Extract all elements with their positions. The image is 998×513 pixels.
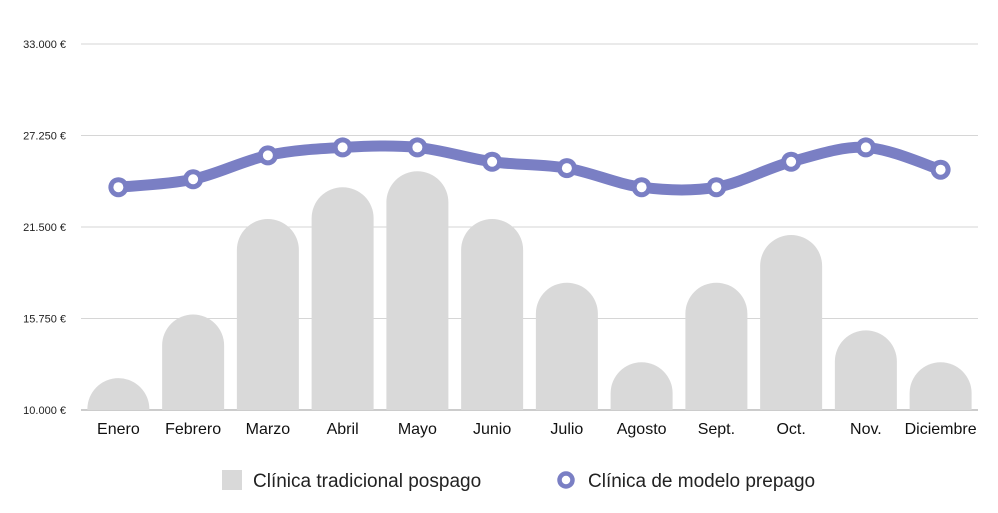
bar [834, 330, 897, 410]
legend-label-bar: Clínica tradicional pospago [253, 471, 481, 492]
series-line [112, 140, 947, 196]
bar [87, 378, 150, 410]
data-point [636, 182, 647, 193]
legend-label-line: Clínica de modelo prepago [588, 471, 815, 492]
bar [162, 314, 225, 410]
bar [311, 187, 374, 410]
data-point [113, 182, 124, 193]
bar [236, 219, 299, 410]
x-tick-label: Oct. [776, 421, 805, 438]
data-point [860, 142, 871, 153]
x-axis-labels: Enero Febrero Marzo Abril Mayo Junio Julio Agos… [97, 421, 977, 438]
x-tick-label: Junio [473, 421, 511, 438]
data-point [412, 142, 423, 153]
data-point [711, 182, 722, 193]
bar [461, 219, 524, 410]
data-point [487, 156, 498, 167]
x-tick-label: Julio [550, 421, 583, 438]
x-tick-label: Abril [327, 421, 359, 438]
y-tick-label: 27.250 € [23, 131, 66, 143]
x-tick-label: Nov. [850, 421, 882, 438]
bar [909, 362, 972, 410]
data-point [337, 142, 348, 153]
legend-swatch-bar [222, 470, 242, 490]
data-point [188, 174, 199, 185]
bar [386, 171, 449, 410]
grid-lines [81, 43, 978, 411]
legend-swatch-line [557, 471, 575, 489]
y-tick-label: 21.500 € [23, 222, 66, 234]
y-tick-label: 10.000 € [23, 405, 66, 417]
data-point [786, 156, 797, 167]
x-tick-label: Agosto [617, 421, 667, 438]
data-point [561, 163, 572, 174]
bar [535, 282, 598, 410]
x-tick-label: Enero [97, 421, 140, 438]
line-series [108, 137, 951, 198]
legend: Clínica tradicional pospago Clínica de m… [222, 470, 815, 492]
x-tick-label: Marzo [246, 421, 291, 438]
bar [760, 234, 823, 410]
y-tick-label: 33.000 € [23, 39, 66, 51]
bar-series [87, 171, 972, 410]
bar [685, 282, 748, 410]
x-tick-label: Mayo [398, 421, 437, 438]
bar [610, 362, 673, 410]
data-point [262, 150, 273, 161]
data-point [935, 164, 946, 175]
x-tick-label: Sept. [698, 421, 735, 438]
x-tick-label: Diciembre [905, 421, 977, 438]
y-tick-label: 15.750 € [23, 314, 66, 326]
x-tick-label: Febrero [165, 421, 221, 438]
y-axis-ticks: 10.000 € 15.750 € 21.500 € 27.250 € 33.000 € [23, 39, 66, 417]
